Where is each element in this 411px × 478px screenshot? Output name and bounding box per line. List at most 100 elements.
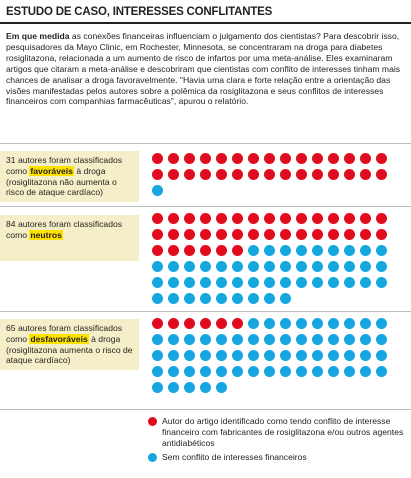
- red-dot-icon: [148, 417, 157, 426]
- author-dot-conflict: [248, 229, 259, 240]
- author-dot-no-conflict: [264, 261, 275, 272]
- author-dot-no-conflict: [232, 334, 243, 345]
- author-dot-no-conflict: [360, 277, 371, 288]
- author-dot-no-conflict: [200, 334, 211, 345]
- author-dot-no-conflict: [216, 334, 227, 345]
- author-dot-no-conflict: [376, 334, 387, 345]
- author-dot-no-conflict: [216, 382, 227, 393]
- author-dot-no-conflict: [184, 382, 195, 393]
- author-dot-no-conflict: [152, 293, 163, 304]
- author-dot-conflict: [168, 213, 179, 224]
- author-dot-conflict: [328, 213, 339, 224]
- author-dot-no-conflict: [152, 350, 163, 361]
- author-dot-no-conflict: [296, 318, 307, 329]
- author-dot-conflict: [280, 169, 291, 180]
- author-dot-no-conflict: [360, 350, 371, 361]
- author-dot-conflict: [184, 245, 195, 256]
- author-dot-no-conflict: [280, 277, 291, 288]
- author-dot-no-conflict: [200, 293, 211, 304]
- author-dot-no-conflict: [328, 261, 339, 272]
- author-dot-no-conflict: [360, 318, 371, 329]
- author-dot-no-conflict: [360, 334, 371, 345]
- author-dot-no-conflict: [184, 277, 195, 288]
- author-dot-no-conflict: [312, 350, 323, 361]
- author-dot-no-conflict: [200, 261, 211, 272]
- divider: [0, 143, 411, 144]
- author-dot-conflict: [248, 213, 259, 224]
- author-dot-no-conflict: [296, 350, 307, 361]
- author-dot-conflict: [168, 169, 179, 180]
- author-dot-conflict: [216, 245, 227, 256]
- author-dot-no-conflict: [280, 293, 291, 304]
- author-dot-no-conflict: [312, 366, 323, 377]
- author-dot-conflict: [168, 318, 179, 329]
- author-dot-conflict: [168, 245, 179, 256]
- author-dot-no-conflict: [152, 277, 163, 288]
- author-dot-conflict: [312, 213, 323, 224]
- author-dot-no-conflict: [152, 334, 163, 345]
- author-dot-no-conflict: [376, 261, 387, 272]
- author-dot-no-conflict: [184, 334, 195, 345]
- author-dot-conflict: [152, 318, 163, 329]
- author-dot-conflict: [200, 229, 211, 240]
- author-dot-no-conflict: [360, 245, 371, 256]
- author-dot-no-conflict: [232, 293, 243, 304]
- author-dot-no-conflict: [184, 366, 195, 377]
- author-dot-no-conflict: [296, 277, 307, 288]
- intro-paragraph: Em que medida as conexões financeiras in…: [6, 31, 406, 107]
- author-dot-no-conflict: [264, 334, 275, 345]
- legend-item-no-conflict: Sem conflito de interesses financeiros: [148, 452, 406, 463]
- group-label-pre: 84 autores foram classificados como: [6, 219, 123, 240]
- author-dot-conflict: [280, 229, 291, 240]
- author-dot-conflict: [360, 229, 371, 240]
- author-dot-conflict: [264, 169, 275, 180]
- author-dot-no-conflict: [280, 245, 291, 256]
- author-dot-no-conflict: [328, 350, 339, 361]
- article-header: ESTUDO DE CASO, INTERESSES CONFLITANTES: [0, 0, 411, 24]
- author-dot-no-conflict: [264, 277, 275, 288]
- author-dot-conflict: [152, 245, 163, 256]
- divider: [0, 409, 411, 410]
- author-dot-no-conflict: [168, 350, 179, 361]
- author-dot-no-conflict: [184, 261, 195, 272]
- author-dot-conflict: [296, 169, 307, 180]
- author-dot-conflict: [296, 153, 307, 164]
- author-dot-conflict: [184, 229, 195, 240]
- author-dot-conflict: [232, 318, 243, 329]
- author-dot-no-conflict: [216, 293, 227, 304]
- author-dot-conflict: [264, 213, 275, 224]
- author-dot-no-conflict: [264, 366, 275, 377]
- author-dot-conflict: [376, 229, 387, 240]
- intro-lead: Em que medida: [6, 31, 70, 41]
- author-dot-no-conflict: [360, 261, 371, 272]
- author-dot-conflict: [312, 169, 323, 180]
- author-dot-conflict: [232, 169, 243, 180]
- author-dot-no-conflict: [328, 277, 339, 288]
- author-dot-no-conflict: [280, 366, 291, 377]
- author-dot-no-conflict: [280, 334, 291, 345]
- author-dot-no-conflict: [312, 334, 323, 345]
- author-dot-conflict: [296, 213, 307, 224]
- group-label: 65 autores foram classificados como desf…: [0, 319, 139, 371]
- author-dot-no-conflict: [168, 293, 179, 304]
- divider: [0, 311, 411, 312]
- author-dot-conflict: [200, 153, 211, 164]
- author-dot-no-conflict: [248, 334, 259, 345]
- author-dot-no-conflict: [152, 261, 163, 272]
- author-dot-conflict: [264, 153, 275, 164]
- author-dot-conflict: [216, 169, 227, 180]
- author-dot-conflict: [200, 169, 211, 180]
- group-label-pre: 65 autores foram classificados como: [6, 323, 123, 344]
- legend: Autor do artigo identificado como tendo …: [148, 416, 406, 466]
- author-dot-no-conflict: [168, 277, 179, 288]
- author-dot-no-conflict: [248, 318, 259, 329]
- author-dot-conflict: [184, 153, 195, 164]
- author-dot-no-conflict: [328, 366, 339, 377]
- author-dot-no-conflict: [200, 382, 211, 393]
- author-dot-no-conflict: [296, 366, 307, 377]
- author-dot-no-conflict: [248, 245, 259, 256]
- author-dot-conflict: [248, 153, 259, 164]
- author-dot-no-conflict: [312, 318, 323, 329]
- author-dot-conflict: [184, 169, 195, 180]
- group-label-pre: 31 autores foram classificados como: [6, 155, 123, 176]
